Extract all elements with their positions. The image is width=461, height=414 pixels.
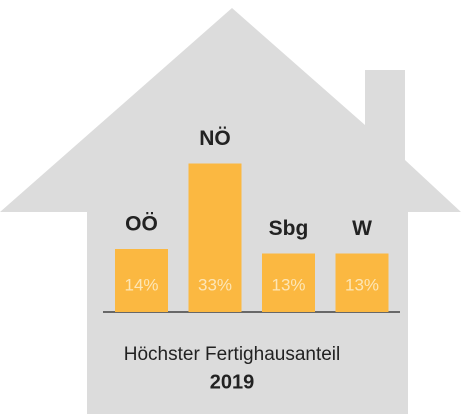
chart-title: Höchster Fertighausanteil	[124, 344, 341, 365]
value-label: 14%	[124, 275, 158, 294]
category-label: W	[352, 217, 372, 240]
category-label: NÖ	[199, 127, 231, 150]
value-label: 13%	[345, 275, 379, 294]
value-label: 33%	[198, 275, 232, 294]
chart-subtitle: 2019	[210, 371, 255, 393]
category-label: Sbg	[269, 217, 309, 240]
value-label: 13%	[271, 275, 305, 294]
chart: Höchster Fertighausanteil 2019 OÖ 14% NÖ 33…	[0, 0, 461, 414]
category-label: OÖ	[125, 213, 158, 236]
